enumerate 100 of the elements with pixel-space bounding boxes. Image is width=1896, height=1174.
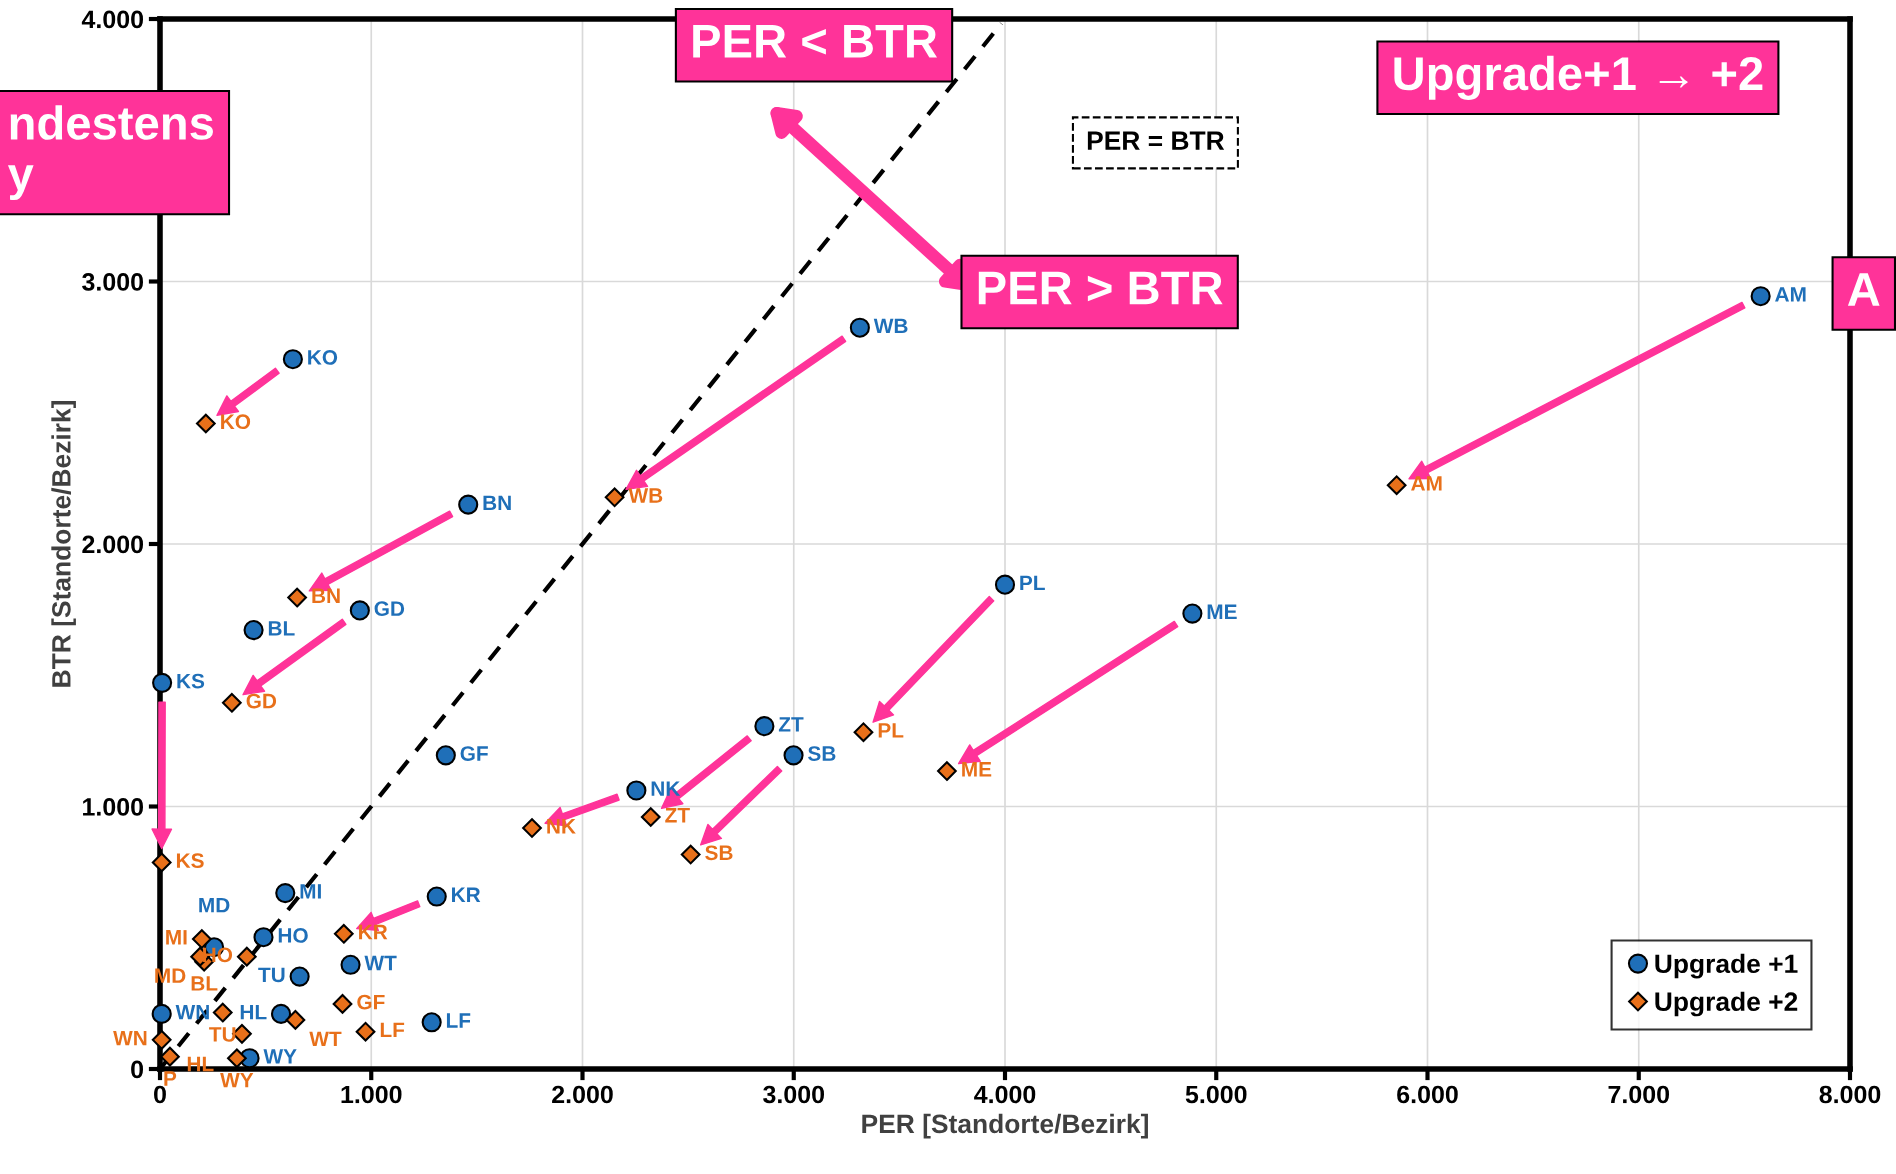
x-tick-label: 3.000 [763, 1085, 825, 1104]
point [332, 994, 353, 1014]
y-tick-label: 4.000 [81, 10, 144, 29]
data-label: BN [483, 495, 511, 511]
data-label: KO [221, 414, 251, 430]
point [1182, 603, 1203, 624]
data-label: WY [220, 1072, 254, 1088]
point [289, 966, 310, 987]
point [191, 929, 212, 949]
x-tick-label: 2.000 [552, 1085, 613, 1104]
data-label: GD [374, 601, 405, 616]
data-label: KS [177, 673, 205, 689]
data-label: SB [808, 746, 836, 761]
point [333, 923, 354, 944]
point [604, 487, 625, 508]
data-label: ME [962, 762, 992, 777]
data-label: GF [460, 746, 488, 761]
data-label: WB [628, 488, 663, 503]
point [212, 1002, 233, 1023]
point [640, 807, 661, 827]
data-label: PL [1020, 575, 1045, 591]
x-tick-label: 5.000 [1185, 1085, 1247, 1104]
data-label: AM [1775, 287, 1806, 302]
point [849, 317, 870, 338]
annotation: PER > BTR [978, 271, 1223, 305]
y-tick-label: 3.000 [82, 273, 144, 291]
data-label: NK [651, 781, 681, 796]
point [421, 1012, 442, 1033]
point [994, 574, 1016, 595]
x-tick-label: 7.000 [1608, 1085, 1670, 1104]
point [151, 1029, 172, 1050]
point [285, 1010, 306, 1030]
point [275, 883, 296, 904]
x-tick-label: 6.000 [1397, 1085, 1458, 1104]
point [355, 1021, 376, 1042]
annotation: PER = BTR [1087, 131, 1225, 150]
data-label: HL [240, 1004, 267, 1020]
point [937, 761, 957, 781]
data-label: MD [199, 897, 230, 913]
y-tick-label: 1.000 [83, 798, 144, 816]
point [340, 954, 361, 975]
data-label: BL [268, 621, 295, 636]
point [349, 600, 370, 621]
point [270, 1003, 292, 1024]
point [151, 1003, 172, 1024]
data-label: KR [452, 887, 481, 902]
data-label: TU [258, 967, 285, 983]
y-tick-label: 0 [131, 1060, 143, 1079]
data-label: ZT [665, 808, 690, 823]
legend-label: Upgrade +1 [1655, 953, 1798, 979]
data-label: LF [446, 1013, 471, 1028]
annotation: ndestens y [7, 105, 213, 201]
data-label: P [164, 1071, 177, 1086]
data-label: ZT [778, 717, 804, 732]
annotation: Upgrade+1 → +2 [1394, 55, 1763, 100]
x-axis-title: PER [Standorte/Bezirk] [862, 1113, 1148, 1139]
annotation: PER < BTR [693, 24, 938, 58]
data-label: TU [209, 1027, 236, 1042]
data-label: AM [1411, 476, 1442, 491]
data-label: HO [278, 928, 308, 943]
y-axis-title: BTR [Standorte/Bezirk] [51, 401, 76, 687]
data-label: BL [191, 976, 218, 991]
point [287, 587, 307, 608]
point [195, 413, 216, 434]
data-label: MI [300, 884, 321, 899]
data-label: KS [176, 853, 204, 868]
data-label: LF [380, 1022, 405, 1038]
x-tick-label: 8.000 [1819, 1085, 1881, 1104]
legend-label: Upgrade +2 [1655, 991, 1798, 1017]
data-label: GF [357, 994, 385, 1010]
y-tick-label: 2.000 [82, 535, 144, 554]
point [236, 946, 257, 967]
point [243, 620, 264, 641]
point [151, 852, 172, 873]
point [160, 1046, 180, 1067]
point [1386, 475, 1407, 496]
point [458, 494, 479, 515]
data-label: BN [312, 588, 340, 603]
data-label: GD [246, 693, 277, 709]
point [227, 1048, 247, 1069]
data-label: WN [113, 1030, 147, 1046]
point [1750, 286, 1771, 307]
data-label: PL [878, 723, 904, 738]
point [435, 745, 456, 766]
point [754, 716, 775, 737]
point [152, 672, 173, 693]
data-label: WB [873, 318, 908, 334]
x-tick-label: 0 [154, 1085, 166, 1104]
point [253, 927, 274, 948]
data-label: KO [308, 350, 338, 365]
point [282, 349, 303, 370]
point [853, 722, 874, 743]
annotation: A [1847, 273, 1880, 306]
x-tick-label: 4.000 [974, 1085, 1036, 1104]
point [221, 692, 242, 713]
data-label: WY [263, 1049, 297, 1064]
point [626, 780, 647, 801]
data-label: MI [166, 930, 187, 945]
x-tick-label: 1.000 [341, 1085, 402, 1104]
point [783, 745, 804, 766]
